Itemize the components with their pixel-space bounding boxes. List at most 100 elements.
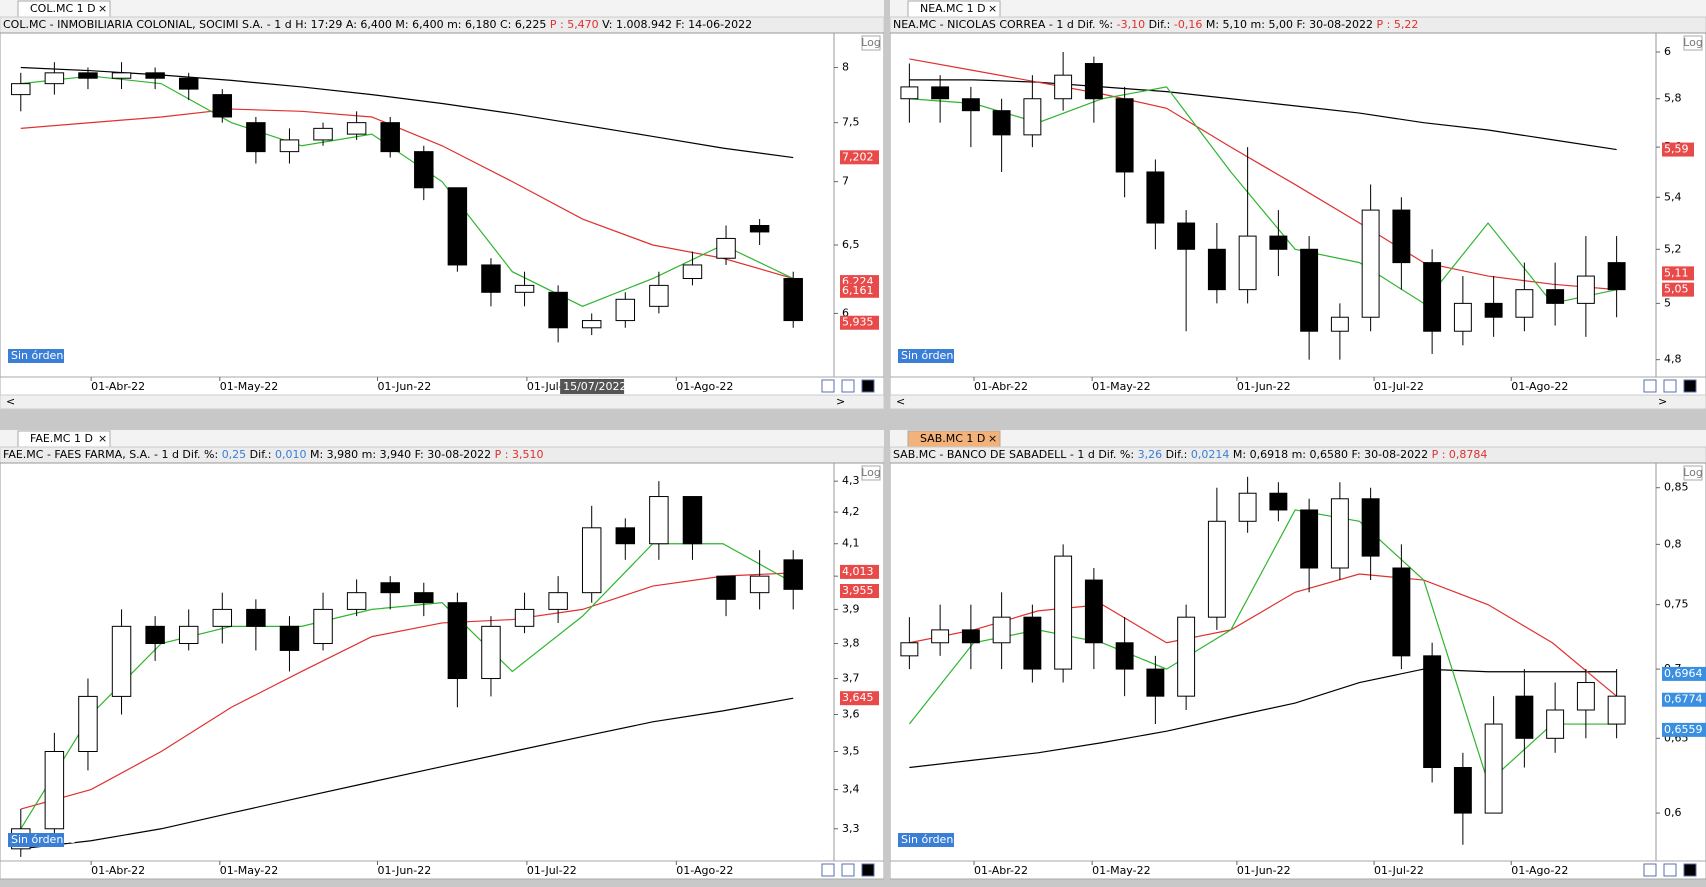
plot-area <box>0 32 835 378</box>
toolbar-icon[interactable] <box>861 863 875 877</box>
tab-strip <box>0 430 884 447</box>
toolbar-icon[interactable] <box>1663 863 1677 877</box>
x-tick-label: 01-Jul-22 <box>1374 864 1424 877</box>
y-tick-label: 0,8 <box>1664 537 1682 550</box>
candle-body <box>447 187 468 266</box>
candle-body <box>1392 567 1411 657</box>
header-part: COL.MC - INMOBILIARIA COLONIAL, SOCIMI S… <box>3 18 550 31</box>
moving-average <box>20 572 794 810</box>
price-tag-label: 3,955 <box>842 584 874 597</box>
moving-average <box>20 108 794 280</box>
orders-badge[interactable] <box>8 349 64 363</box>
toolbar-icon[interactable] <box>841 379 855 393</box>
log-button[interactable] <box>1683 35 1703 51</box>
candle-body <box>1146 668 1165 697</box>
price-tag-label: 5,935 <box>842 316 874 329</box>
toolbar-icon[interactable] <box>861 379 875 393</box>
x-tick-label: 01-Ago-22 <box>676 864 733 877</box>
candle-body <box>414 592 434 604</box>
y-tick-label: 4,1 <box>842 537 860 550</box>
log-button-label: Log <box>861 36 881 49</box>
chart-panel: COL.MC 1 D × COL.MC - INMOBILIARIA COLONIA… <box>0 0 884 410</box>
header-text: SAB.MC - BANCO DE SABADELL - 1 d Dif. %:… <box>893 448 1487 461</box>
orders-badge[interactable] <box>898 833 954 847</box>
candle-body <box>1054 555 1073 670</box>
candle-body <box>279 625 300 651</box>
candle-body <box>1361 498 1380 557</box>
y-tick-label: 5,8 <box>1664 92 1682 105</box>
header-part: P : 0,8784 <box>1432 448 1488 461</box>
y-tick-label: 7,5 <box>842 116 860 129</box>
x-tick-label: 01-Abr-22 <box>91 380 145 393</box>
header-part: NEA.MC - NICOLAS CORREA - 1 d Dif. %: <box>893 18 1117 31</box>
scroll-right: > <box>1658 395 1667 408</box>
toolbar-icon[interactable] <box>1683 863 1697 877</box>
candle-body <box>1423 655 1442 769</box>
orders-badge[interactable] <box>898 349 954 363</box>
header-part: -0,16 <box>1174 18 1202 31</box>
candle-body <box>1238 235 1257 291</box>
candle-body <box>145 72 165 79</box>
candle-body <box>749 575 770 594</box>
candle-body <box>313 608 333 645</box>
moving-average <box>909 668 1617 769</box>
tab-close: × <box>988 2 997 15</box>
cursor-label-bg <box>560 379 625 394</box>
candle-body <box>649 284 669 307</box>
moving-average <box>909 58 1617 291</box>
orders-badge[interactable] <box>8 833 64 847</box>
candle-body <box>1177 222 1196 250</box>
chart-panel: FAE.MC 1 D × FAE.MC - FAES FARMA, S.A. - 1… <box>0 430 884 880</box>
candle-body <box>212 608 233 627</box>
log-button[interactable] <box>1683 465 1703 481</box>
toolbar-icon[interactable] <box>821 379 835 393</box>
x-tick-label: 01-May-22 <box>220 864 278 877</box>
candle-body <box>1546 709 1565 739</box>
candle-body <box>1023 616 1042 670</box>
moving-average <box>20 75 794 307</box>
x-tick-label: 01-Jun-22 <box>378 380 432 393</box>
x-tick-label: 01-Jul-22 <box>1374 380 1424 393</box>
candle-body <box>992 616 1011 644</box>
log-button[interactable] <box>861 35 881 51</box>
candle-body <box>481 264 501 293</box>
tab-label: NEA.MC 1 D <box>920 2 986 15</box>
price-tag-label: 0,6964 <box>1664 667 1703 680</box>
scrollbar[interactable] <box>890 394 1706 410</box>
log-button[interactable] <box>861 465 881 481</box>
header-part: 0,25 <box>222 448 247 461</box>
tab-close: × <box>98 2 107 15</box>
candle-body <box>1453 302 1472 332</box>
toolbar-icon[interactable] <box>1643 863 1657 877</box>
header-part: -3,10 <box>1117 18 1145 31</box>
tab-strip <box>0 0 884 17</box>
toolbar-icon[interactable] <box>841 863 855 877</box>
candle-body <box>900 642 919 657</box>
y-tick-label: 5,4 <box>1664 190 1682 203</box>
toolbar-icon[interactable] <box>1683 379 1697 393</box>
candle-body <box>581 320 602 329</box>
toolbar-icon[interactable] <box>1643 379 1657 393</box>
candle-body <box>931 629 950 644</box>
toolbar-icon[interactable] <box>1663 379 1677 393</box>
header-part: V: 1.008.942 F: 14-06-2022 <box>599 18 752 31</box>
candle-body <box>178 625 199 645</box>
x-tick-label: 01-Abr-22 <box>974 864 1028 877</box>
toolbar-icon[interactable] <box>821 863 835 877</box>
candle-body <box>44 72 65 85</box>
candle-body <box>1576 682 1595 711</box>
candle-body <box>1546 289 1565 304</box>
x-tick-label: 01-Abr-22 <box>974 380 1028 393</box>
y-tick-label: 4,3 <box>842 474 860 487</box>
x-tick-label: 01-Jun-22 <box>378 864 432 877</box>
price-tag <box>1662 666 1706 681</box>
candle-body <box>716 575 736 600</box>
log-button-label: Log <box>1683 36 1703 49</box>
candle-body <box>514 284 535 293</box>
orders-badge-label: Sin órdenes <box>11 833 76 846</box>
scrollbar[interactable] <box>0 394 884 410</box>
candle-body <box>1300 509 1319 569</box>
y-tick-label: 6 <box>1664 45 1671 58</box>
tab-label: COL.MC 1 D <box>30 2 96 15</box>
header-part: Dif.: <box>1145 18 1174 31</box>
